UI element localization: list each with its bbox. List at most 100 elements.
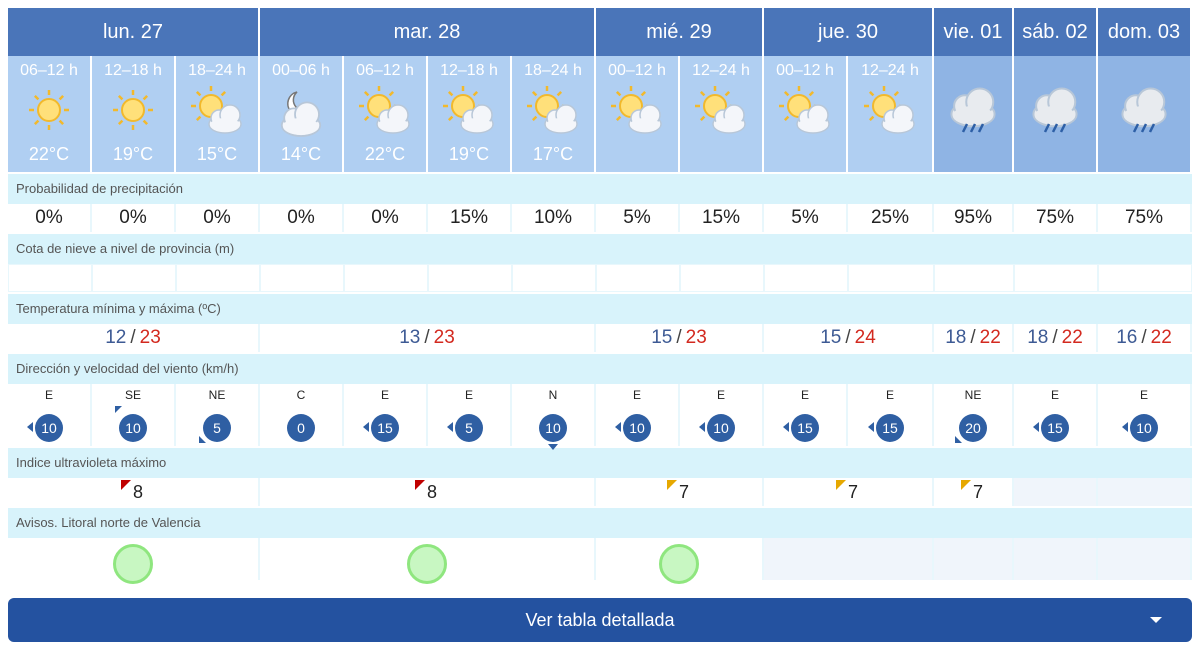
- sun-icon: [103, 82, 163, 138]
- warning-cell: [934, 538, 1014, 580]
- warning-cell: [1014, 538, 1098, 580]
- wind-arrow-icon: [199, 436, 206, 443]
- sun-cloud-icon: [860, 82, 920, 138]
- day-header[interactable]: jue. 30: [764, 8, 932, 56]
- wind-cell: E 10: [596, 384, 680, 446]
- wind-cell: E 15: [848, 384, 934, 446]
- wind-speed-badge: 5: [455, 414, 483, 442]
- period-cell: [1098, 56, 1190, 172]
- uv-level-icon: [121, 480, 131, 490]
- temp-separator: /: [676, 327, 682, 348]
- wind-direction: E: [44, 388, 53, 402]
- wind-direction: E: [464, 388, 473, 402]
- precip-value: 5%: [764, 204, 848, 232]
- wind-direction: SE: [124, 388, 141, 402]
- day-header[interactable]: vie. 01: [934, 8, 1012, 56]
- period-label: 00–12 h: [776, 62, 834, 79]
- snow-cell: [596, 264, 680, 292]
- row-label-temp: Temperatura mínima y máxima (ºC): [8, 294, 1192, 324]
- wind-speed-badge: 10: [119, 414, 147, 442]
- precip-value: 15%: [428, 204, 512, 232]
- wind-cell: SE 10: [92, 384, 176, 446]
- temp-max: 23: [685, 327, 707, 348]
- wind-arrow-icon: [548, 444, 558, 450]
- snow-cell: [680, 264, 764, 292]
- period-label: 12–24 h: [692, 62, 750, 79]
- temp-min: 18: [1027, 327, 1049, 348]
- wind-speed-badge: 10: [539, 414, 567, 442]
- row-label-wind: Dirección y velocidad del viento (km/h): [8, 354, 1192, 384]
- temp-min-max: 13/23: [260, 324, 596, 352]
- day-header[interactable]: sáb. 02: [1014, 8, 1096, 56]
- wind-direction: N: [548, 388, 558, 402]
- uv-cell: [1098, 478, 1192, 506]
- temp-min-max: 18/22: [1014, 324, 1098, 352]
- uv-cell: [1014, 478, 1098, 506]
- period-cell: 12–18 h 19°C: [428, 56, 510, 172]
- snow-cell: [260, 264, 344, 292]
- day-header[interactable]: mié. 29: [596, 8, 762, 56]
- moon-cloud-icon: [271, 82, 331, 138]
- snow-cell: [764, 264, 848, 292]
- day-header[interactable]: dom. 03: [1098, 8, 1190, 56]
- uv-cell: 7: [934, 478, 1014, 506]
- wind-speed-badge: 10: [1130, 414, 1158, 442]
- precip-value: 75%: [1014, 204, 1098, 232]
- wind-arrow-icon: [27, 422, 33, 432]
- temp-min: 18: [945, 327, 967, 348]
- sun-cloud-icon: [775, 82, 835, 138]
- wind-direction: E: [1050, 388, 1059, 402]
- view-detailed-table-button[interactable]: Ver tabla detallada: [8, 598, 1192, 642]
- snow-cell: [1098, 264, 1192, 292]
- temp-separator: /: [130, 327, 136, 348]
- wind-speed-badge: 10: [35, 414, 63, 442]
- uv-cell: 7: [764, 478, 934, 506]
- period-temp: 15°C: [196, 144, 238, 164]
- day-header[interactable]: lun. 27: [8, 8, 258, 56]
- precip-value: 10%: [512, 204, 596, 232]
- wind-arrow-icon: [868, 422, 874, 432]
- sun-cloud-icon: [523, 82, 583, 138]
- temp-min-max: 12/23: [8, 324, 260, 352]
- precip-value: 0%: [8, 204, 92, 232]
- snow-cell: [848, 264, 934, 292]
- wind-arrow-icon: [1122, 422, 1128, 432]
- period-temp: 14°C: [280, 144, 322, 164]
- temp-min-max: 18/22: [934, 324, 1014, 352]
- wind-arrow-icon: [699, 422, 705, 432]
- temp-separator: /: [970, 327, 976, 348]
- wind-cell: E 15: [344, 384, 428, 446]
- temp-min: 16: [1116, 327, 1138, 348]
- temp-max: 24: [854, 327, 876, 348]
- wind-arrow-icon: [955, 436, 962, 443]
- chevron-down-icon[interactable]: [1150, 617, 1162, 623]
- day-header[interactable]: mar. 28: [260, 8, 594, 56]
- wind-arrow-icon: [783, 422, 789, 432]
- temp-min: 15: [651, 327, 673, 348]
- wind-speed-badge: 15: [791, 414, 819, 442]
- temp-separator: /: [845, 327, 851, 348]
- snow-cell: [176, 264, 260, 292]
- wind-cell: E 15: [1014, 384, 1098, 446]
- precip-value: 0%: [260, 204, 344, 232]
- wind-direction: E: [380, 388, 389, 402]
- warning-cell: [260, 538, 596, 584]
- wind-arrow-icon: [1033, 422, 1039, 432]
- period-label: 18–24 h: [524, 62, 582, 79]
- snow-cell: [8, 264, 92, 292]
- wind-arrow-icon: [447, 422, 453, 432]
- warning-green-icon[interactable]: [659, 544, 699, 584]
- warning-green-icon[interactable]: [407, 544, 447, 584]
- period-cell: 06–12 h 22°C: [8, 56, 90, 172]
- wind-speed-badge: 20: [959, 414, 987, 442]
- period-temp: 19°C: [448, 144, 490, 164]
- precip-value: 75%: [1098, 204, 1192, 232]
- temp-max: 23: [433, 327, 455, 348]
- precip-value: 15%: [680, 204, 764, 232]
- wind-cell: E 10: [680, 384, 764, 446]
- snow-cell: [428, 264, 512, 292]
- precip-value: 0%: [344, 204, 428, 232]
- wind-speed-badge: 15: [876, 414, 904, 442]
- warning-green-icon[interactable]: [113, 544, 153, 584]
- wind-direction: E: [1139, 388, 1148, 402]
